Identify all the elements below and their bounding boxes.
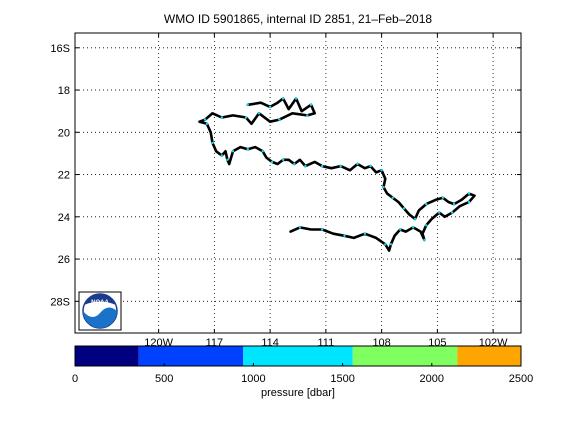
trajectory-point	[339, 164, 342, 168]
trajectory-point	[246, 148, 249, 151]
colorbar-segment	[457, 346, 521, 366]
noaa-logo: NOAA	[78, 291, 122, 331]
trajectory-point	[425, 202, 428, 206]
trajectory-point	[321, 164, 324, 168]
trajectory-point	[278, 118, 281, 121]
trajectory-point	[356, 162, 359, 166]
trajectory-point	[306, 114, 309, 117]
trajectory-point	[261, 150, 264, 153]
trajectory-point	[363, 232, 367, 235]
trajectory-point	[211, 141, 214, 145]
y-axis: 16S 18 20 22 24 26 28S	[50, 43, 521, 308]
trajectory-point	[423, 238, 426, 242]
trajectory-point	[343, 234, 346, 237]
trajectory-point	[438, 211, 441, 214]
trajectory-point	[467, 192, 471, 195]
trajectory-point	[467, 200, 471, 204]
trajectory-point	[270, 160, 274, 164]
trajectory-point	[382, 186, 385, 189]
y-tick-label: 20	[58, 127, 70, 139]
colorbar-segment	[243, 346, 353, 366]
colorbar-segment	[352, 346, 458, 366]
y-tick-label: 26	[58, 254, 70, 266]
colorbar-tick-label: 1000	[241, 373, 265, 385]
trajectory-point	[246, 103, 249, 107]
y-tick-label: 28S	[50, 296, 70, 308]
trajectory-point	[452, 202, 456, 206]
trajectory-point	[293, 162, 296, 166]
trajectory-point	[425, 224, 428, 227]
map-grid	[75, 33, 521, 333]
trajectory-point	[220, 116, 223, 119]
trajectory-point	[441, 196, 445, 199]
trajectory-markers	[203, 97, 471, 246]
trajectory-point	[380, 169, 383, 172]
colorbar-frame	[74, 345, 522, 367]
trajectory-point	[399, 228, 402, 231]
trajectory-point	[268, 105, 272, 109]
trajectory-point	[257, 112, 261, 115]
trajectory-point	[304, 164, 307, 168]
trajectory-point	[402, 207, 406, 210]
noaa-logo-text: NOAA	[91, 300, 109, 306]
colorbar-segment	[138, 346, 244, 366]
trajectory-point	[203, 118, 207, 121]
colorbar-ticks: 0 500 1000 1500 2000 2500	[72, 363, 533, 385]
y-tick-label: 18	[58, 85, 70, 97]
trajectory-point	[298, 226, 302, 229]
y-tick-label: 22	[58, 170, 70, 182]
trajectory-point	[391, 196, 394, 199]
trajectory-point	[309, 103, 313, 107]
trajectory-point	[294, 97, 298, 100]
colorbar-label: pressure [dbar]	[261, 387, 335, 399]
trajectory-line	[198, 97, 476, 252]
trajectory-point	[412, 226, 415, 229]
y-tick-label: 16S	[50, 43, 70, 55]
trajectory-point	[384, 243, 387, 246]
trajectory-point	[244, 116, 248, 119]
trajectory-point	[389, 243, 393, 246]
trajectory-point	[413, 217, 417, 221]
map-frame	[74, 32, 522, 334]
trajectory-point	[281, 97, 285, 100]
colorbar-tick-label: 500	[155, 373, 173, 385]
colorbar-tick-label: 0	[72, 373, 78, 385]
chart-title: WMO ID 5901865, internal ID 2851, 21–Feb…	[164, 12, 432, 26]
colorbar-segment	[75, 346, 139, 366]
y-tick-label: 24	[58, 212, 70, 224]
trajectory-point	[369, 164, 372, 168]
float-trajectory	[198, 97, 476, 252]
colorbar	[74, 345, 522, 367]
trajectory-point	[451, 211, 454, 214]
trajectory-point	[226, 158, 229, 161]
colorbar-tick-label: 1500	[330, 373, 354, 385]
trajectory-point	[231, 150, 235, 153]
trajectory-point	[205, 122, 209, 126]
colorbar-tick-label: 2000	[420, 373, 444, 385]
colorbar-tick-label: 2500	[509, 373, 533, 385]
trajectory-point	[321, 228, 324, 231]
trajectory-point	[281, 158, 285, 161]
trajectory-point	[220, 154, 223, 157]
